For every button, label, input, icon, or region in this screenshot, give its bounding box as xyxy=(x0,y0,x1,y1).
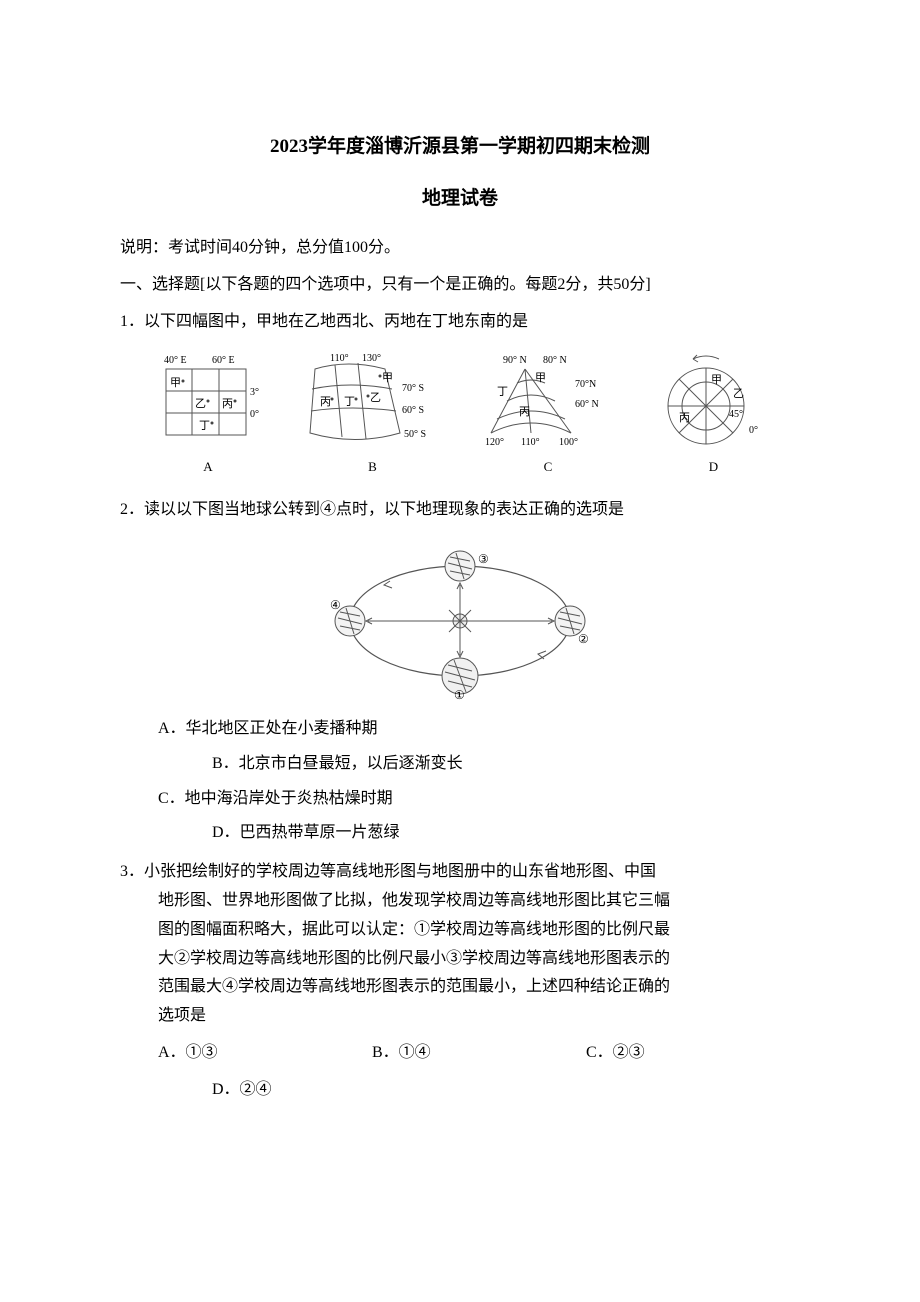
question-2-options: A．华北地区正处在小麦播种期 B．北京市白昼最短，以后逐渐变长 C．地中海沿岸处… xyxy=(120,715,800,848)
figure-a-svg: 40° E 60° E 3° 0° 甲 乙 丙 丁 xyxy=(144,351,272,451)
q3-line5: 范围最大④学校周边等高线地形图表示的范围最小，上述四种结论正确的 xyxy=(120,973,800,1002)
question-3-options-row1: A．①③ B．①④ C．②③ xyxy=(120,1039,800,1068)
q3-option-a: A．①③ xyxy=(158,1039,372,1068)
q3-line1: 3．小张把绘制好的学校周边等高线地形图与地图册中的山东省地形图、中国 xyxy=(120,858,800,887)
q3-option-c: C．②③ xyxy=(586,1039,800,1068)
question-2: 2．读以以下图当地球公转到④点时，以下地理现象的表达正确的选项是 xyxy=(120,496,800,848)
svg-text:丁: 丁 xyxy=(497,386,508,398)
svg-text:③: ③ xyxy=(478,552,489,566)
figure-b-svg: 110° 130° 70° S 60° S 50° S 甲 乙 丙 丁 xyxy=(300,351,445,451)
svg-text:80° N: 80° N xyxy=(543,355,567,366)
svg-text:60° S: 60° S xyxy=(402,405,424,416)
figure-c-label: C xyxy=(544,455,553,478)
question-3: 3．小张把绘制好的学校周边等高线地形图与地图册中的山东省地形图、中国 地形图、世… xyxy=(120,858,800,1104)
question-1-figures: 40° E 60° E 3° 0° 甲 乙 丙 丁 A xyxy=(120,345,800,486)
figure-d-svg: 甲 乙 丙 45° 0° xyxy=(651,351,776,451)
svg-text:120°: 120° xyxy=(485,437,504,448)
question-2-figure: ③ ② ① ④ xyxy=(120,533,800,715)
question-1: 1．以下四幅图中，甲地在乙地西北、丙地在丁地东南的是 40° E 60° E 3… xyxy=(120,308,800,486)
svg-text:丙: 丙 xyxy=(222,398,233,410)
svg-text:丙: 丙 xyxy=(320,396,331,408)
svg-text:乙: 乙 xyxy=(370,391,381,404)
svg-text:130°: 130° xyxy=(362,353,381,364)
q3-line6: 选项是 xyxy=(120,1002,800,1031)
svg-text:70° S: 70° S xyxy=(402,383,424,394)
q2-option-a: A．华北地区正处在小麦播种期 xyxy=(158,715,800,744)
svg-text:丙: 丙 xyxy=(519,406,530,418)
exam-instruction: 说明：考试时间40分钟，总分值100分。 xyxy=(120,234,800,263)
svg-text:甲: 甲 xyxy=(711,374,722,386)
svg-text:110°: 110° xyxy=(330,353,349,364)
svg-text:45°: 45° xyxy=(729,409,743,420)
svg-text:甲: 甲 xyxy=(170,377,181,389)
q3-line3: 图的图幅面积略大，据此可以认定：①学校周边等高线地形图的比例尺最 xyxy=(120,916,800,945)
exam-title: 2023学年度淄博沂源县第一学期初四期末检测 xyxy=(120,130,800,164)
q2-option-c: C．地中海沿岸处于炎热枯燥时期 xyxy=(158,785,800,814)
svg-text:甲: 甲 xyxy=(535,372,546,384)
exam-subtitle: 地理试卷 xyxy=(120,182,800,216)
svg-text:②: ② xyxy=(578,632,589,646)
figure-b: 110° 130° 70° S 60° S 50° S 甲 乙 丙 丁 B xyxy=(300,351,445,478)
svg-text:乙: 乙 xyxy=(733,387,744,400)
q2-option-b: B．北京市白昼最短，以后逐渐变长 xyxy=(212,750,800,779)
figure-a-label: A xyxy=(203,455,212,478)
q3-option-d: D．②④ xyxy=(212,1081,272,1098)
q3-line2: 地形图、世界地形图做了比拟，他发现学校周边等高线地形图比其它三幅 xyxy=(120,887,800,916)
q3-line4: 大②学校周边等高线地形图的比例尺最小③学校周边等高线地形图表示的 xyxy=(120,945,800,974)
svg-text:90° N: 90° N xyxy=(503,355,527,366)
svg-text:丁: 丁 xyxy=(344,396,355,408)
svg-text:70°N: 70°N xyxy=(575,379,596,390)
svg-text:④: ④ xyxy=(330,598,341,612)
svg-text:0°: 0° xyxy=(250,409,259,420)
question-2-text: 2．读以以下图当地球公转到④点时，以下地理现象的表达正确的选项是 xyxy=(120,496,800,525)
figure-b-label: B xyxy=(368,455,377,478)
question-3-options-row2: D．②④ xyxy=(120,1076,800,1105)
svg-text:100°: 100° xyxy=(559,437,578,448)
figure-d: 甲 乙 丙 45° 0° D xyxy=(651,351,776,478)
section-1-head: 一、选择题[以下各题的四个选项中，只有一个是正确的。每题2分，共50分] xyxy=(120,271,800,300)
svg-text:40° E: 40° E xyxy=(164,355,187,366)
question-1-text: 1．以下四幅图中，甲地在乙地西北、丙地在丁地东南的是 xyxy=(120,308,800,337)
svg-text:60° N: 60° N xyxy=(575,399,599,410)
svg-text:60° E: 60° E xyxy=(212,355,235,366)
svg-text:50° S: 50° S xyxy=(404,429,426,440)
figure-c: 90° N 80° N 70°N 60° N 120° 110° 100° 甲 … xyxy=(473,351,623,478)
svg-text:丙: 丙 xyxy=(679,412,690,424)
svg-text:乙: 乙 xyxy=(195,397,206,410)
svg-text:110°: 110° xyxy=(521,437,540,448)
svg-text:①: ① xyxy=(454,688,465,701)
svg-text:甲: 甲 xyxy=(382,372,393,384)
orbit-svg: ③ ② ① ④ xyxy=(330,541,590,701)
svg-text:0°: 0° xyxy=(749,425,758,436)
q2-option-d: D．巴西热带草原一片葱绿 xyxy=(212,819,800,848)
figure-c-svg: 90° N 80° N 70°N 60° N 120° 110° 100° 甲 … xyxy=(473,351,623,451)
q3-option-b: B．①④ xyxy=(372,1039,586,1068)
figure-d-label: D xyxy=(709,455,718,478)
svg-text:丁: 丁 xyxy=(199,420,210,432)
svg-text:3°: 3° xyxy=(250,387,259,398)
question-3-text: 3．小张把绘制好的学校周边等高线地形图与地图册中的山东省地形图、中国 地形图、世… xyxy=(120,858,800,1031)
figure-a: 40° E 60° E 3° 0° 甲 乙 丙 丁 A xyxy=(144,351,272,478)
